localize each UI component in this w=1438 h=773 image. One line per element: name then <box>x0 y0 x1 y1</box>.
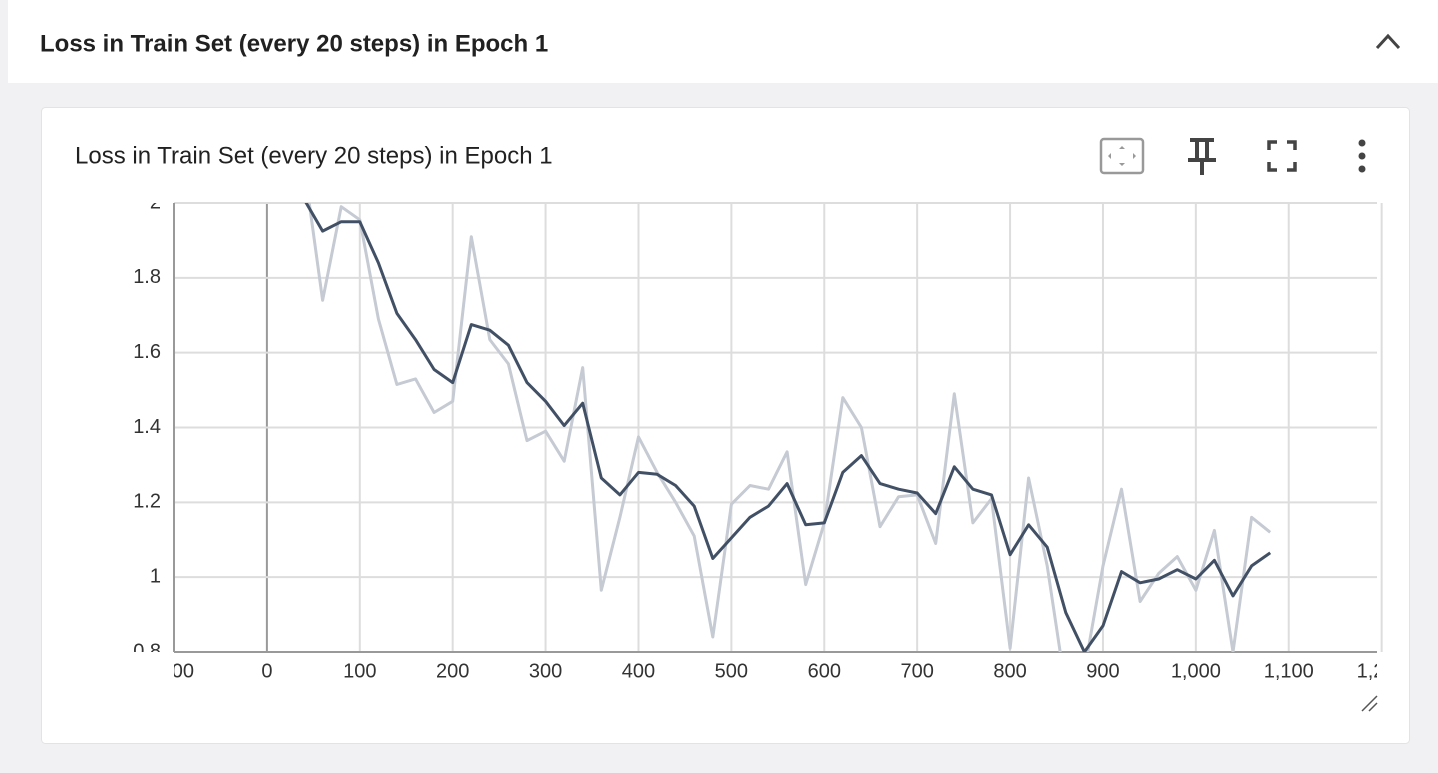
x-tick-label: 800 <box>993 660 1026 682</box>
x-tick-label: 200 <box>436 660 469 682</box>
more-button[interactable] <box>1358 139 1366 173</box>
x-tick-label: 1,000 <box>1171 660 1221 682</box>
x-tick-label: 300 <box>529 660 562 682</box>
chart-card <box>41 107 1410 744</box>
collapse-button[interactable] <box>1375 33 1401 50</box>
series-line <box>307 203 1272 652</box>
x-tick-label: 1,200 <box>1357 660 1407 682</box>
x-tick-label: 1,100 <box>1264 660 1314 682</box>
series-line <box>304 203 1272 652</box>
y-tick-label: 2 <box>150 191 161 213</box>
plot: -100 0 100 200 300 400 500 600 700 800 900 1,000 1,1… <box>133 191 1407 682</box>
fullscreen-button[interactable] <box>1267 140 1297 172</box>
x-tick-label: 500 <box>715 660 748 682</box>
x-tick-label: 600 <box>808 660 841 682</box>
y-tick-labels: 0.8 1 1.2 1.4 1.6 1.8 2 <box>133 191 161 662</box>
x-tick-labels: -100 0 100 200 300 400 500 600 700 800 900 1,000 1,1… <box>154 660 1407 682</box>
x-tick-label: 900 <box>1086 660 1119 682</box>
pin-button[interactable] <box>1188 138 1216 175</box>
y-tick-label: 1.2 <box>133 491 161 513</box>
x-tick-label: 100 <box>343 660 376 682</box>
chart-title: Loss in Train Set (every 20 steps) in Ep… <box>75 142 553 169</box>
fit-button[interactable] <box>1099 137 1145 175</box>
y-tick-label: 1.6 <box>133 341 161 363</box>
x-tick-label: 700 <box>900 660 933 682</box>
header-title: Loss in Train Set (every 20 steps) in Ep… <box>40 30 548 57</box>
y-tick-label: 1.4 <box>133 416 161 438</box>
x-tick-label: -100 <box>154 660 194 682</box>
y-tick-label: 1.8 <box>133 266 161 288</box>
x-tick-label: 400 <box>622 660 655 682</box>
y-tick-label: 0.8 <box>133 640 161 662</box>
resize-handle[interactable] <box>1361 695 1378 712</box>
x-tick-label: 0 <box>261 660 272 682</box>
y-tick-label: 1 <box>150 565 161 587</box>
header-bar <box>8 0 1438 83</box>
